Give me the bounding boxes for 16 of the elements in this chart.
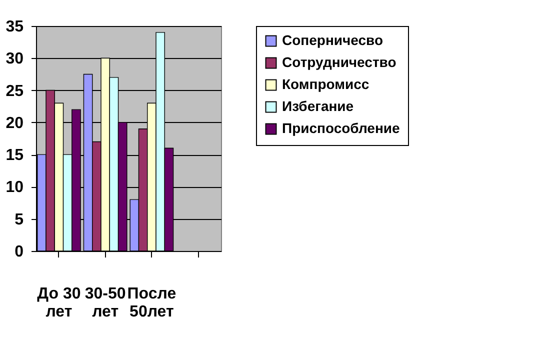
x-tick-label: До 30 лет — [37, 286, 81, 320]
legend-label: Сотрудничество — [282, 54, 396, 70]
legend-label: Избегание — [282, 98, 354, 114]
x-tick-label: 30-50 лет — [84, 286, 126, 320]
legend-label: Приспособление — [282, 120, 400, 136]
y-tick-label: 0 — [14, 244, 24, 260]
x-tick-label: После 50лет — [127, 286, 176, 320]
y-tick-label: 5 — [14, 211, 24, 228]
y-tick-label: 15 — [6, 147, 24, 164]
y-tick-label: 30 — [6, 50, 24, 68]
legend-label: Соперничесво — [282, 32, 384, 48]
y-tick-label: 35 — [6, 18, 24, 36]
y-tick-label: 25 — [6, 82, 24, 100]
legend-label: Компромисс — [282, 76, 370, 92]
y-tick-label: 20 — [6, 114, 24, 132]
y-tick-label: 10 — [6, 179, 24, 196]
